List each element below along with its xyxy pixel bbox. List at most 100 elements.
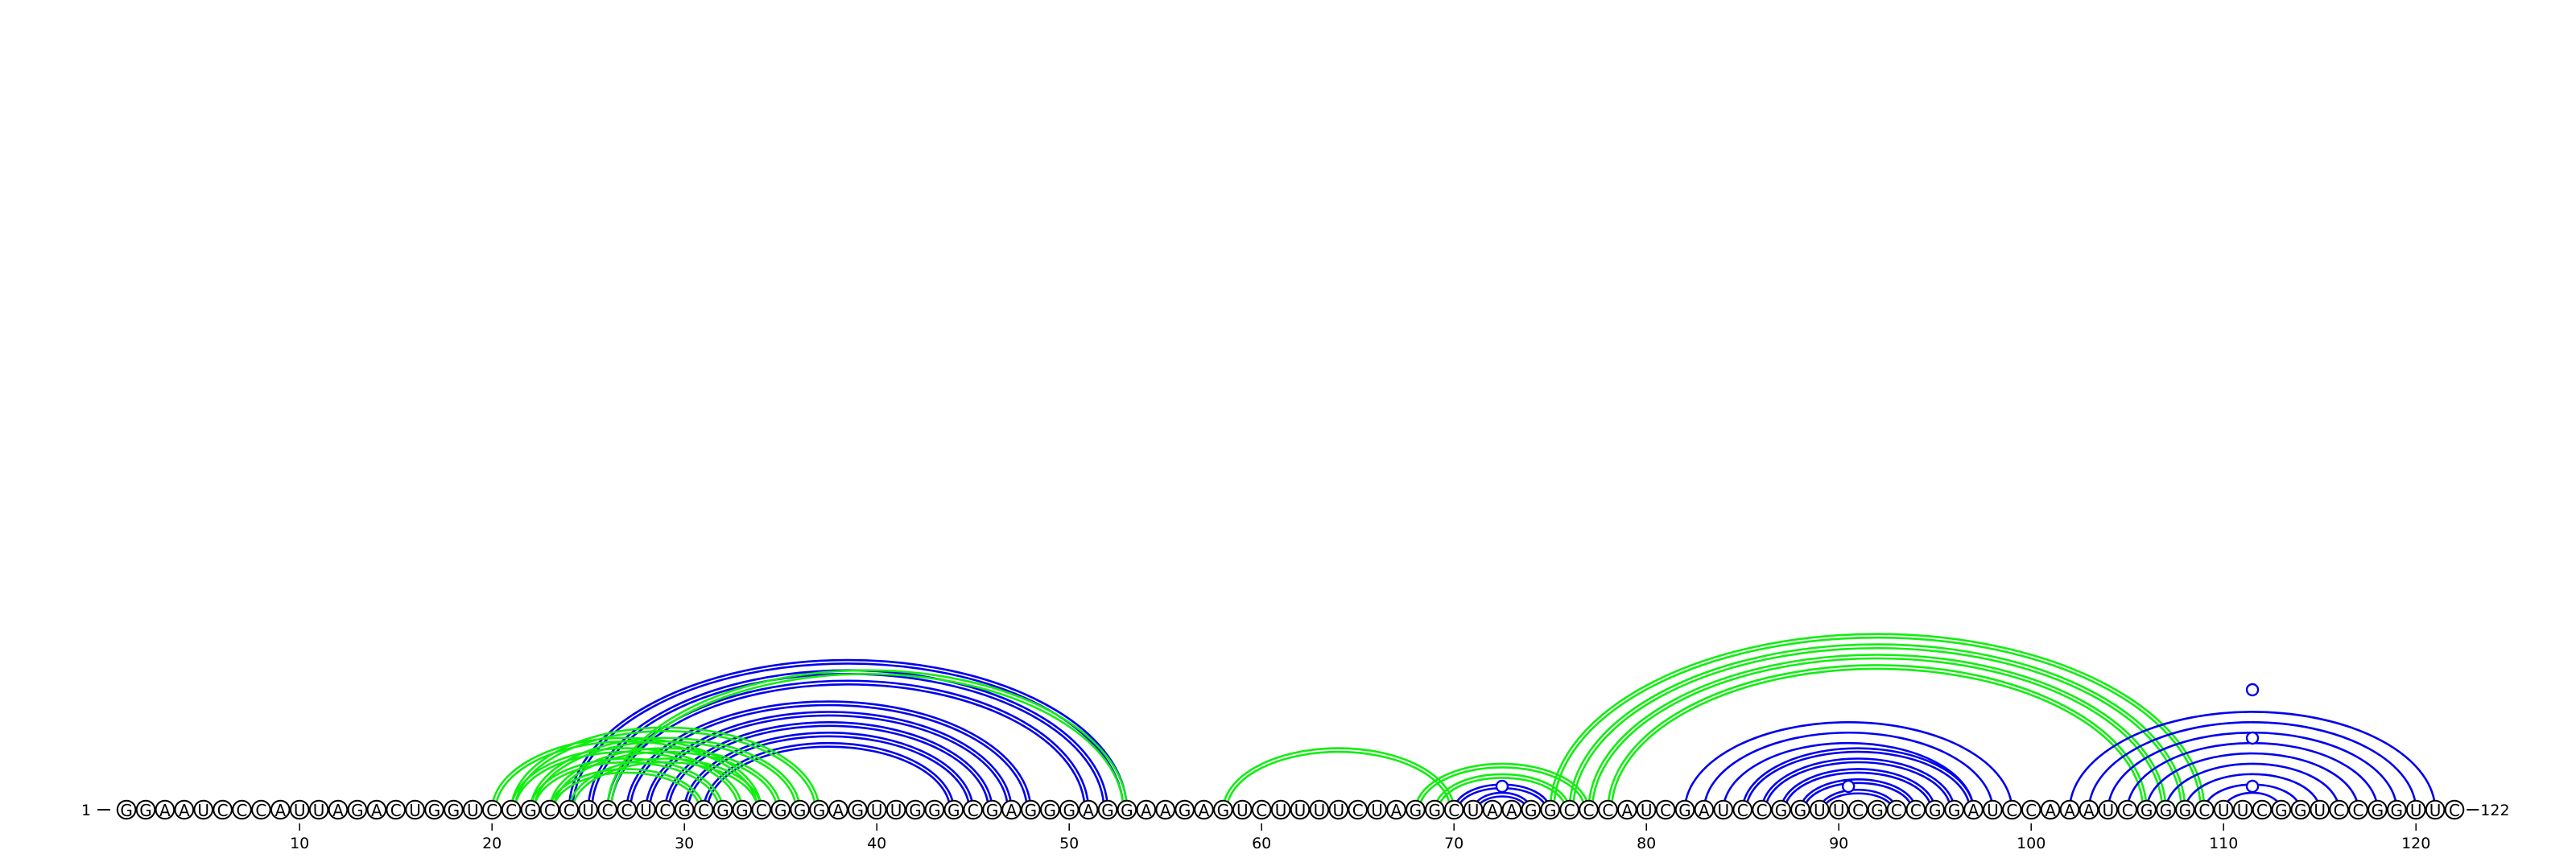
nucleotide-letter-119: G <box>2391 801 2404 820</box>
nucleotide-circle-15 <box>386 799 407 820</box>
nucleotide-circle-93 <box>1886 799 1907 820</box>
nucleotide-circle-96 <box>1944 799 1964 820</box>
nucleotide-letter-122: C <box>2449 801 2460 820</box>
nucleotide-circle-54 <box>1136 799 1157 820</box>
nucleotide-circle-3 <box>155 799 175 820</box>
nucleotide-letter-49: G <box>1044 801 1057 820</box>
nucleotide-circle-7 <box>232 799 252 820</box>
nucleotide-circle-84 <box>1713 799 1734 820</box>
base-pair-arc-78-106 <box>1607 664 2148 811</box>
nucleotide-circle-116 <box>2329 799 2349 820</box>
base-pair-arc-20-34 <box>490 736 763 811</box>
nucleotide-circle-11 <box>308 799 329 820</box>
nucleotide-circle-19 <box>463 799 483 820</box>
nucleotide-circle-38 <box>828 799 848 820</box>
nucleotide-letter-39: G <box>852 801 865 820</box>
base-pair-arc-23-35 <box>552 750 778 811</box>
nucleotide-letter-118: G <box>2372 801 2384 820</box>
base-pair-arc-87-95 <box>1783 771 1933 811</box>
nucleotide-circle-18 <box>444 799 464 820</box>
nucleotide-letter-43: G <box>928 801 941 820</box>
nucleotide-circle-101 <box>2040 799 2061 820</box>
tick-label-110: 110 <box>2209 835 2238 852</box>
base-pair-arc-78-106 <box>1610 667 2145 811</box>
nucleotide-letter-102: A <box>2064 801 2075 820</box>
nucleotide-circle-40 <box>866 799 887 820</box>
tick-label-50: 50 <box>1059 835 1079 852</box>
nucleotide-letter-90: U <box>1833 801 1845 820</box>
nucleotide-circle-58 <box>1213 799 1233 820</box>
nucleotide-letter-34: C <box>756 801 767 820</box>
nucleotide-circle-27 <box>617 799 637 820</box>
nucleotide-circle-100 <box>2021 799 2041 820</box>
base-pair-arc-22-36 <box>529 736 801 811</box>
nucleotide-circle-70 <box>1443 799 1464 820</box>
nucleotide-circle-37 <box>809 799 829 820</box>
tick-label-30: 30 <box>675 835 694 852</box>
nucleotide-letter-76: C <box>1564 801 1575 820</box>
nucleotide-letter-78: C <box>1602 801 1613 820</box>
nucleotide-letter-115: U <box>2314 801 2326 820</box>
nucleotide-letter-61: U <box>1275 801 1287 820</box>
nucleotide-circle-56 <box>1174 799 1195 820</box>
tick-label-10: 10 <box>290 835 309 852</box>
nucleotide-letter-116: C <box>2334 801 2345 820</box>
base-pair-arc-28-47 <box>645 711 1013 811</box>
base-pair-arc-107-116 <box>2165 762 2340 811</box>
nucleotide-circle-46 <box>982 799 1002 820</box>
nucleotide-circle-105 <box>2117 799 2137 820</box>
nucleotide-letter-79: A <box>1621 801 1633 820</box>
nucleotide-letter-7: C <box>237 801 248 820</box>
nucleotide-letter-8: C <box>255 801 266 820</box>
nucleotide-circle-20 <box>481 799 502 820</box>
nucleotide-circle-50 <box>1059 799 1080 820</box>
nucleotide-circle-109 <box>2194 799 2215 820</box>
nucleotide-letter-46: G <box>986 801 999 820</box>
nucleotide-letter-103: A <box>2083 801 2095 820</box>
sequence-backbone: 1 122 <box>81 802 2510 819</box>
base-pair-arc-75-109 <box>1549 633 2206 811</box>
nucleotide-letter-113: G <box>2275 801 2288 820</box>
nucleotide-letter-105: C <box>2122 801 2133 820</box>
nucleotide-letter-6: C <box>217 801 229 820</box>
nucleotide-circle-77 <box>1579 799 1599 820</box>
nucleotide-letter-51: A <box>1083 801 1094 820</box>
nucleotide-letter-29: C <box>659 801 671 820</box>
nucleotide-circle-42 <box>905 799 926 820</box>
nucleotide-circle-95 <box>1925 799 1945 820</box>
base-pair-arc-76-108 <box>1571 646 2183 811</box>
nucleotide-letter-44: G <box>947 801 960 820</box>
nucleotide-circle-66 <box>1367 799 1387 820</box>
nucleotide-letter-58: G <box>1217 801 1230 820</box>
nucleotide-letter-117: C <box>2353 801 2364 820</box>
nucleotide-circle-6 <box>213 799 233 820</box>
nucleotide-letter-25: U <box>582 801 594 820</box>
nucleotide-circle-13 <box>347 799 368 820</box>
nucleotide-letter-36: G <box>794 801 807 820</box>
nucleotide-circle-98 <box>1983 799 2003 820</box>
nucleotide-letter-45: C <box>968 801 979 820</box>
nucleotide-circle-28 <box>636 799 656 820</box>
loop-marker-0 <box>1495 779 1509 794</box>
nucleotide-circle-25 <box>578 799 599 820</box>
nucleotide-circle-97 <box>1963 799 1984 820</box>
nucleotide-circle-32 <box>712 799 733 820</box>
nucleotide-letter-10: U <box>294 801 306 820</box>
base-pair-arc-31-44 <box>702 741 956 811</box>
nucleotide-letter-23: C <box>544 801 555 820</box>
base-pair-arc-86-96 <box>1764 761 1952 811</box>
base-pair-arc-88-94 <box>1802 782 1913 811</box>
nucleotide-circle-112 <box>2252 799 2273 820</box>
nucleotide-circle-65 <box>1348 799 1368 820</box>
nucleotide-circle-12 <box>328 799 349 820</box>
nucleotide-letter-24: C <box>564 801 575 820</box>
base-pair-arc-86-96 <box>1761 757 1955 811</box>
nucleotide-letter-32: G <box>716 801 729 820</box>
nucleotide-circle-59 <box>1232 799 1253 820</box>
base-pair-arc-26-53 <box>609 673 1125 811</box>
nucleotide-letter-74: G <box>1525 801 1538 820</box>
nucleotide-letter-108: G <box>2179 801 2192 820</box>
nucleotide-letter-101: A <box>2045 801 2056 820</box>
nucleotide-circle-90 <box>1828 799 1849 820</box>
nucleotide-letter-120: U <box>2410 801 2422 820</box>
